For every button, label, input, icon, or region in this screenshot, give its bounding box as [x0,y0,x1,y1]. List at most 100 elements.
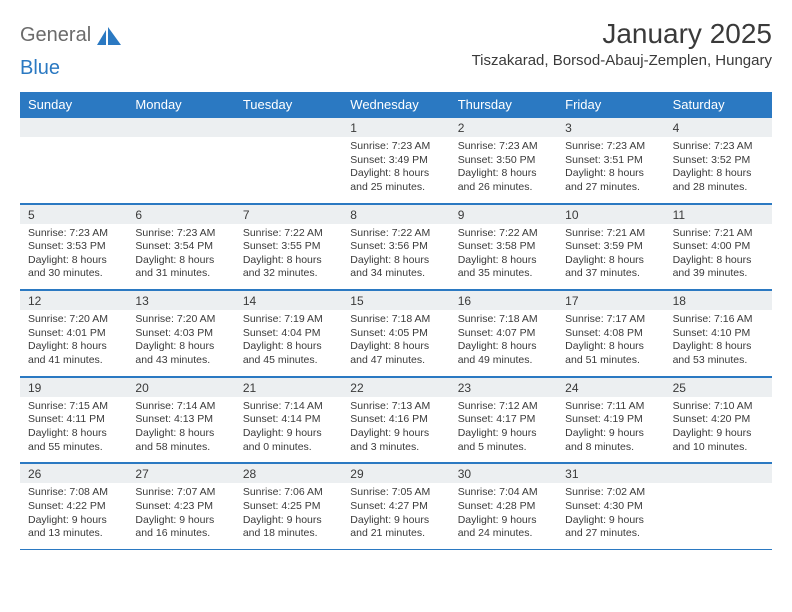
day-number: 9 [450,205,557,224]
daylight-text-1: Daylight: 8 hours [458,254,549,268]
sunset-text: Sunset: 3:56 PM [350,240,441,254]
daylight-text-2: and 27 minutes. [565,527,656,541]
page: General January 2025 Tiszakarad, Borsod-… [0,0,792,568]
day-number: 31 [557,464,664,483]
day-label: Monday [127,92,234,117]
sunset-text: Sunset: 3:58 PM [458,240,549,254]
daynum-row: 567891011 [20,205,772,224]
daylight-text-1: Daylight: 9 hours [28,514,119,528]
sunrise-text: Sunrise: 7:20 AM [28,313,119,327]
day-number: 28 [235,464,342,483]
day-number: 1 [342,118,449,137]
sunset-text: Sunset: 4:19 PM [565,413,656,427]
daynum-row: 19202122232425 [20,378,772,397]
sunset-text: Sunset: 4:14 PM [243,413,334,427]
daylight-text-1: Daylight: 8 hours [28,254,119,268]
sunrise-text: Sunrise: 7:22 AM [350,227,441,241]
day-cell: Sunrise: 7:23 AMSunset: 3:51 PMDaylight:… [557,137,664,203]
sunrise-text: Sunrise: 7:18 AM [350,313,441,327]
daylight-text-2: and 49 minutes. [458,354,549,368]
sunrise-text: Sunrise: 7:23 AM [565,140,656,154]
day-cell [20,137,127,203]
sunrise-text: Sunrise: 7:11 AM [565,400,656,414]
sunset-text: Sunset: 4:23 PM [135,500,226,514]
day-number: 3 [557,118,664,137]
sunset-text: Sunset: 3:54 PM [135,240,226,254]
daylight-text-2: and 25 minutes. [350,181,441,195]
day-cell [665,483,772,549]
daylight-text-1: Daylight: 8 hours [350,167,441,181]
sunset-text: Sunset: 3:51 PM [565,154,656,168]
day-cell: Sunrise: 7:10 AMSunset: 4:20 PMDaylight:… [665,397,772,463]
sunrise-text: Sunrise: 7:23 AM [458,140,549,154]
day-number: 23 [450,378,557,397]
month-title: January 2025 [472,18,772,50]
daycontent-row: Sunrise: 7:15 AMSunset: 4:11 PMDaylight:… [20,397,772,463]
daylight-text-1: Daylight: 8 hours [458,167,549,181]
day-number: 15 [342,291,449,310]
daylight-text-1: Daylight: 8 hours [458,340,549,354]
daylight-text-1: Daylight: 8 hours [135,340,226,354]
daynum-row: 262728293031 [20,464,772,483]
sunrise-text: Sunrise: 7:07 AM [135,486,226,500]
daylight-text-1: Daylight: 8 hours [565,254,656,268]
day-number: 2 [450,118,557,137]
day-number [665,464,772,483]
daylight-text-2: and 39 minutes. [673,267,764,281]
day-label: Wednesday [342,92,449,117]
day-number: 7 [235,205,342,224]
daylight-text-1: Daylight: 8 hours [135,427,226,441]
sunrise-text: Sunrise: 7:23 AM [350,140,441,154]
day-cell: Sunrise: 7:22 AMSunset: 3:55 PMDaylight:… [235,224,342,290]
day-number [127,118,234,137]
sunrise-text: Sunrise: 7:23 AM [28,227,119,241]
week-block: 262728293031Sunrise: 7:08 AMSunset: 4:22… [20,462,772,549]
daycontent-row: Sunrise: 7:20 AMSunset: 4:01 PMDaylight:… [20,310,772,376]
daylight-text-2: and 16 minutes. [135,527,226,541]
daylight-text-2: and 27 minutes. [565,181,656,195]
daynum-row: 12131415161718 [20,291,772,310]
day-number: 6 [127,205,234,224]
day-number: 17 [557,291,664,310]
daylight-text-1: Daylight: 9 hours [135,514,226,528]
day-cell: Sunrise: 7:21 AMSunset: 3:59 PMDaylight:… [557,224,664,290]
sunrise-text: Sunrise: 7:16 AM [673,313,764,327]
sunrise-text: Sunrise: 7:15 AM [28,400,119,414]
sunrise-text: Sunrise: 7:12 AM [458,400,549,414]
sunrise-text: Sunrise: 7:23 AM [673,140,764,154]
daylight-text-2: and 55 minutes. [28,441,119,455]
sunrise-text: Sunrise: 7:20 AM [135,313,226,327]
day-cell: Sunrise: 7:11 AMSunset: 4:19 PMDaylight:… [557,397,664,463]
day-number: 5 [20,205,127,224]
daylight-text-2: and 53 minutes. [673,354,764,368]
sunset-text: Sunset: 4:28 PM [458,500,549,514]
sunset-text: Sunset: 4:04 PM [243,327,334,341]
day-number: 29 [342,464,449,483]
day-cell: Sunrise: 7:21 AMSunset: 4:00 PMDaylight:… [665,224,772,290]
day-number: 25 [665,378,772,397]
day-number: 14 [235,291,342,310]
sunset-text: Sunset: 4:25 PM [243,500,334,514]
calendar-body: 1234Sunrise: 7:23 AMSunset: 3:49 PMDayli… [20,117,772,550]
daylight-text-1: Daylight: 9 hours [673,427,764,441]
daylight-text-2: and 35 minutes. [458,267,549,281]
logo-sails-icon [97,27,123,45]
daylight-text-2: and 43 minutes. [135,354,226,368]
day-number: 8 [342,205,449,224]
sunrise-text: Sunrise: 7:06 AM [243,486,334,500]
sunrise-text: Sunrise: 7:17 AM [565,313,656,327]
sunrise-text: Sunrise: 7:23 AM [135,227,226,241]
day-cell: Sunrise: 7:22 AMSunset: 3:58 PMDaylight:… [450,224,557,290]
daynum-row: 1234 [20,118,772,137]
day-number [235,118,342,137]
day-number: 20 [127,378,234,397]
daylight-text-1: Daylight: 8 hours [28,427,119,441]
sunrise-text: Sunrise: 7:22 AM [243,227,334,241]
sunset-text: Sunset: 4:01 PM [28,327,119,341]
daylight-text-1: Daylight: 8 hours [673,167,764,181]
sunset-text: Sunset: 4:20 PM [673,413,764,427]
sunrise-text: Sunrise: 7:13 AM [350,400,441,414]
day-cell: Sunrise: 7:05 AMSunset: 4:27 PMDaylight:… [342,483,449,549]
sunset-text: Sunset: 4:10 PM [673,327,764,341]
day-cell: Sunrise: 7:19 AMSunset: 4:04 PMDaylight:… [235,310,342,376]
